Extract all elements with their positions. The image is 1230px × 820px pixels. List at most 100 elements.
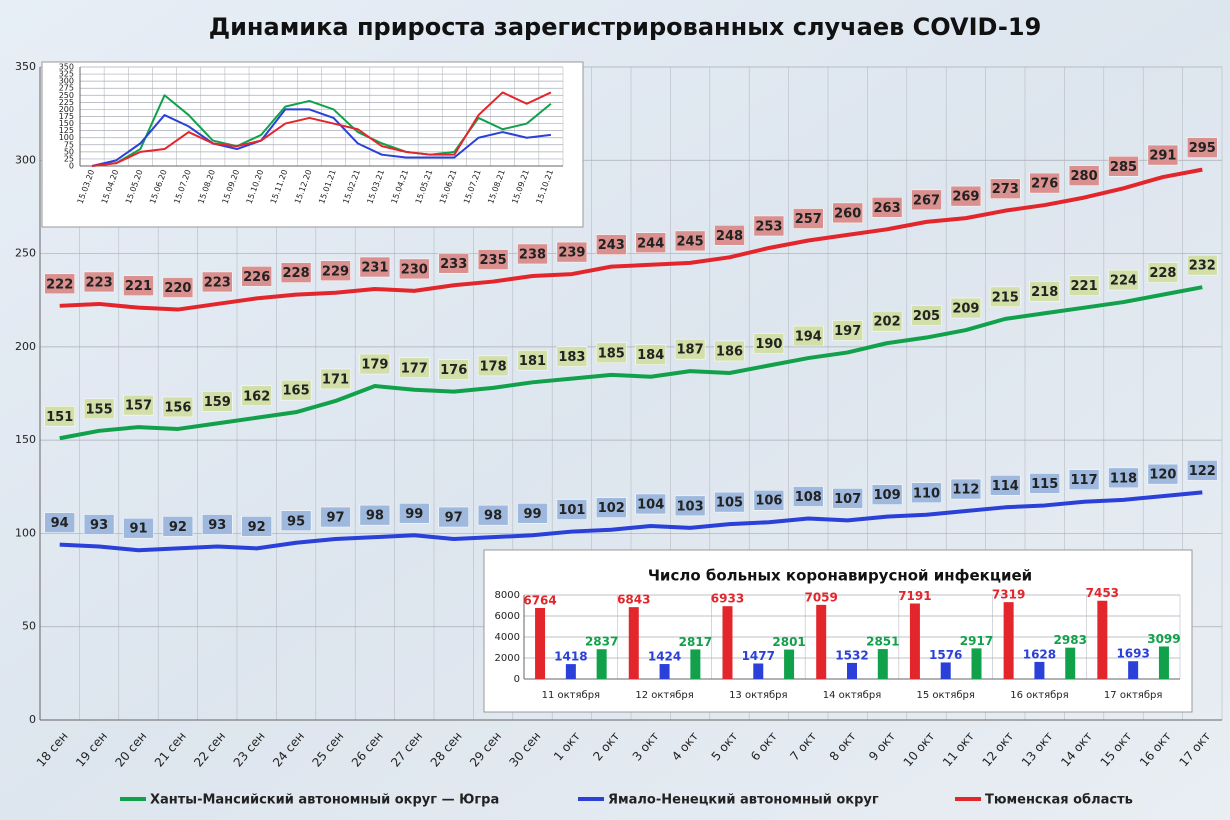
data-label: 1576 — [929, 648, 962, 662]
data-label: 221 — [125, 279, 152, 294]
data-label: 239 — [558, 246, 585, 261]
legend-label: Ханты-Мансийский автономный округ — Югра — [150, 793, 499, 808]
label-box — [1108, 269, 1139, 291]
data-label: 185 — [598, 346, 625, 361]
data-label: 98 — [366, 509, 384, 524]
label-box — [438, 253, 469, 274]
label-box — [320, 506, 351, 528]
y-tick-label: 350 — [59, 63, 74, 72]
label-box — [793, 208, 824, 229]
data-label: 243 — [598, 238, 625, 253]
label-box — [399, 503, 430, 524]
label-box — [517, 503, 548, 524]
label-box — [1187, 254, 1218, 276]
data-label: 1418 — [554, 650, 587, 664]
y-tick-label: 100 — [15, 526, 36, 539]
data-label: 2837 — [585, 635, 618, 649]
data-label: 101 — [558, 503, 585, 518]
bar — [596, 649, 607, 679]
data-label: 181 — [519, 354, 546, 369]
label-box — [596, 497, 627, 518]
data-label: 228 — [283, 266, 310, 281]
label-box — [596, 342, 627, 364]
label-box — [556, 499, 588, 520]
data-label: 186 — [716, 344, 743, 359]
y-tick-label: 150 — [15, 433, 36, 446]
data-label: 162 — [243, 389, 270, 404]
data-label: 248 — [716, 229, 743, 244]
y-tick-label: 225 — [59, 98, 74, 107]
data-label: 2817 — [679, 635, 712, 649]
data-label: 6764 — [523, 593, 556, 607]
x-tick-label: 14 октября — [823, 690, 881, 701]
data-label: 93 — [90, 518, 108, 533]
label-box — [477, 355, 509, 377]
label-box — [44, 406, 75, 427]
x-tick-label: 17 октября — [1104, 690, 1162, 701]
data-label: 209 — [952, 302, 979, 317]
data-label: 102 — [598, 501, 625, 516]
label-box — [44, 273, 75, 295]
data-label: 223 — [86, 275, 113, 290]
data-label: 238 — [519, 247, 546, 262]
data-label: 1477 — [742, 649, 775, 663]
data-label: 7059 — [804, 590, 837, 604]
label-box — [911, 305, 942, 326]
data-label: 99 — [405, 507, 423, 522]
series-line — [59, 490, 1203, 553]
data-label: 92 — [169, 520, 187, 535]
label-box — [1108, 467, 1139, 489]
data-label: 194 — [795, 330, 822, 345]
data-label: 94 — [51, 516, 69, 531]
data-label: 285 — [1110, 160, 1137, 175]
label-box — [635, 344, 666, 365]
data-label: 178 — [480, 359, 507, 374]
bar — [1097, 600, 1108, 679]
series-line — [91, 91, 552, 167]
label-box — [320, 368, 351, 390]
data-label: 112 — [952, 483, 979, 498]
data-label: 108 — [795, 490, 822, 505]
y-tick-label: 300 — [59, 77, 74, 86]
label-box — [793, 486, 824, 507]
y-tick-label: 175 — [59, 112, 74, 121]
data-label: 223 — [204, 275, 231, 290]
data-label: 231 — [361, 261, 388, 276]
label-box — [911, 189, 942, 211]
label-box — [162, 396, 194, 418]
label-box — [950, 185, 982, 207]
data-label: 215 — [992, 290, 1019, 305]
bar — [753, 663, 764, 679]
data-label: 7319 — [992, 588, 1025, 602]
bar — [1158, 646, 1169, 679]
y-tick-label: 150 — [59, 119, 74, 128]
series-line — [91, 108, 552, 167]
y-tick-label: 2000 — [495, 653, 520, 664]
label-box — [359, 504, 391, 526]
data-label: 257 — [795, 212, 822, 227]
label-box — [674, 230, 706, 252]
label-box — [241, 266, 272, 287]
data-label: 106 — [755, 494, 782, 509]
data-label: 104 — [637, 497, 664, 512]
bar — [535, 607, 546, 679]
legend-label: Тюменская область — [985, 793, 1133, 808]
data-label: 222 — [46, 277, 73, 292]
y-tick-label: 300 — [15, 153, 36, 166]
bar — [722, 606, 733, 679]
label-box — [753, 489, 785, 511]
data-label: 171 — [322, 372, 349, 387]
data-label: 2983 — [1054, 633, 1087, 647]
label-box — [477, 504, 509, 526]
data-label: 6843 — [617, 593, 650, 607]
data-label: 99 — [523, 507, 541, 522]
label-box — [202, 514, 233, 535]
x-tick-label: 16 октября — [1010, 690, 1068, 701]
data-label: 232 — [1189, 259, 1216, 274]
label-box — [280, 379, 312, 401]
data-label: 179 — [361, 358, 388, 373]
label-box — [123, 275, 154, 296]
label-box — [596, 234, 627, 255]
bar — [1128, 661, 1139, 679]
